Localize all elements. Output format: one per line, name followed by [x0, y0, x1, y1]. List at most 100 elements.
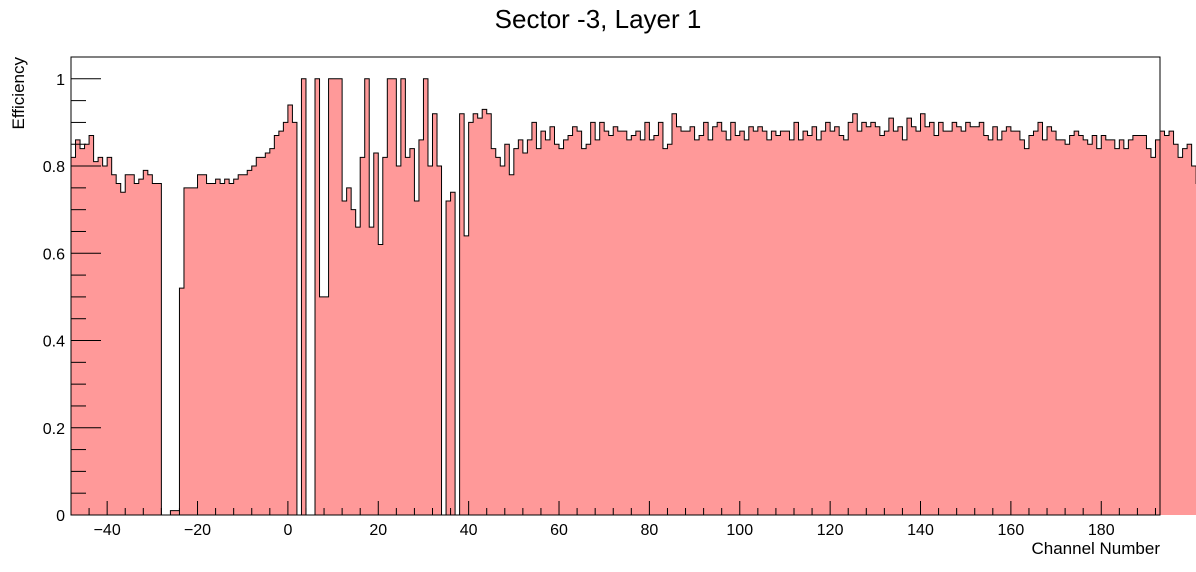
histogram-bin [1087, 144, 1093, 515]
histogram-bin [613, 126, 618, 516]
histogram-bin [473, 113, 478, 515]
histogram-bin [1037, 122, 1043, 515]
histogram-bin [793, 122, 799, 515]
histogram-bin [974, 126, 980, 516]
histogram-bin [396, 166, 401, 516]
histogram-bin [1146, 148, 1151, 515]
histogram-bin [595, 139, 600, 515]
histogram-bin [920, 113, 926, 515]
histogram-bin [1160, 131, 1165, 515]
histogram-bin [400, 78, 406, 516]
histogram-bin [1187, 144, 1192, 515]
histogram-bin [568, 135, 573, 515]
histogram-bin [1078, 135, 1084, 515]
x-tick-label: 140 [907, 522, 934, 539]
histogram-bin [952, 122, 957, 515]
histogram-bin [599, 122, 605, 515]
histogram-bin [1182, 148, 1188, 515]
histogram-bin [71, 157, 76, 516]
histogram-bin [992, 126, 998, 516]
histogram-bin [559, 148, 564, 515]
histogram-bin [681, 131, 686, 515]
histogram-bin [414, 200, 419, 515]
histogram-bin [509, 174, 514, 515]
histogram-bin [1065, 144, 1070, 515]
histogram-bin [215, 179, 221, 515]
histogram-bin [486, 113, 492, 515]
histogram-bin [897, 126, 903, 516]
histogram-bin [721, 131, 727, 515]
histogram-bin [346, 187, 352, 515]
histogram-bin [269, 148, 275, 515]
histogram-bin [315, 78, 320, 516]
histogram-bin [694, 139, 700, 515]
histogram-bin [1137, 135, 1142, 515]
histogram-bin [640, 139, 645, 515]
x-tick-label: −20 [184, 522, 211, 539]
histogram-bin [102, 166, 108, 516]
x-tick-label: 180 [1088, 522, 1115, 539]
histogram-bin [80, 148, 85, 515]
histogram-bin [1096, 148, 1102, 515]
histogram-bin [1105, 139, 1111, 515]
histogram-bin [956, 126, 962, 516]
x-tick-label: 40 [460, 522, 478, 539]
histogram-bin [446, 200, 451, 515]
histogram-bin [1150, 157, 1156, 516]
histogram-bin [757, 126, 763, 516]
histogram-bin [522, 152, 528, 515]
histogram-bin [925, 126, 930, 516]
histogram-bin [342, 200, 347, 515]
histogram-bin [107, 157, 112, 516]
histogram-bin [89, 135, 94, 515]
histogram-bin [418, 139, 424, 515]
histogram-bin [206, 183, 212, 515]
histogram-bin [861, 122, 867, 515]
histogram-bin [798, 139, 804, 515]
histogram-bin [735, 135, 740, 515]
histogram-bin [857, 131, 862, 515]
histogram-bin [468, 122, 474, 515]
histogram-bin [188, 187, 194, 515]
histogram-bin [84, 144, 90, 515]
histogram-bin [500, 166, 505, 516]
histogram-bin [247, 170, 252, 515]
histogram-bin [242, 174, 248, 515]
histogram-bin [825, 122, 831, 515]
histogram-bin [1114, 148, 1120, 515]
histogram-bin [1128, 139, 1133, 515]
histogram-bin [893, 131, 898, 515]
x-tick-label: 80 [640, 522, 658, 539]
histogram-bin [1033, 131, 1038, 515]
histogram-bin [1024, 148, 1029, 515]
histogram-bin [432, 113, 438, 515]
histogram-bin [211, 183, 216, 515]
histogram-bin [577, 131, 582, 515]
histogram-bin [333, 78, 338, 516]
y-axis-tick-labels: 0 0.2 0.4 0.6 0.8 1 [43, 72, 65, 525]
histogram-bin [355, 227, 361, 515]
histogram-bin [369, 227, 374, 515]
histogram-bin [839, 135, 844, 515]
histogram-bin [915, 131, 921, 515]
histogram-bin [843, 139, 849, 515]
histogram-bin [328, 78, 334, 516]
histogram-bin [152, 183, 157, 515]
histogram-bin [120, 192, 126, 515]
histogram-bin [260, 157, 266, 516]
histogram-bin [1047, 126, 1052, 516]
histogram-bin [409, 148, 415, 515]
histogram-bin [943, 131, 948, 515]
histogram-bin [518, 139, 523, 515]
histogram-bin [717, 122, 722, 515]
histogram-bin [405, 157, 410, 516]
x-tick-label: 20 [369, 522, 387, 539]
histogram-bin [947, 131, 953, 515]
histogram-bin [174, 510, 180, 515]
histogram-bin [238, 174, 243, 515]
histogram-bin [111, 174, 117, 515]
histogram-bin [753, 131, 758, 515]
histogram-bin [116, 183, 121, 515]
histogram-bin [324, 296, 329, 515]
